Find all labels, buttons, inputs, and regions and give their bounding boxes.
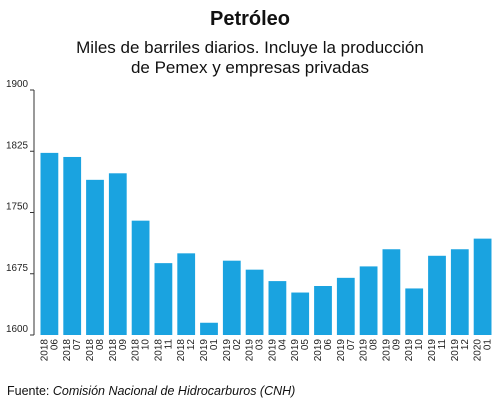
x-tick-label: 2019 11 bbox=[427, 339, 448, 362]
x-tick-year: 2019 bbox=[450, 339, 461, 362]
x-tick-year: 2019 bbox=[222, 339, 233, 362]
x-tick-label: 2018 08 bbox=[85, 339, 106, 362]
subtitle-line-2: de Pemex y empresas privadas bbox=[130, 58, 370, 77]
x-tick-label: 2019 07 bbox=[336, 339, 357, 362]
x-tick-year: 2019 bbox=[359, 339, 370, 362]
x-tick-month: 11 bbox=[163, 339, 174, 350]
x-tick-month: 09 bbox=[391, 339, 402, 351]
x-tick-label: 2018 06 bbox=[39, 339, 60, 362]
x-tick-month: 09 bbox=[118, 339, 129, 351]
x-tick-label: 2019 04 bbox=[267, 339, 288, 362]
x-tick-month: 11 bbox=[437, 339, 448, 350]
source-text: Comisión Nacional de Hidrocarburos (CNH) bbox=[52, 384, 296, 398]
y-tick-label: 1900 bbox=[6, 80, 28, 90]
bar bbox=[473, 238, 492, 335]
bar bbox=[382, 249, 401, 335]
x-tick-month: 04 bbox=[277, 339, 288, 351]
bar bbox=[428, 255, 446, 335]
x-tick-label: 2018 09 bbox=[108, 339, 129, 362]
x-tick-year: 2019 bbox=[199, 339, 210, 362]
x-tick-year: 2018 bbox=[153, 339, 164, 362]
bar bbox=[222, 260, 241, 335]
bar bbox=[450, 249, 469, 335]
bar bbox=[245, 269, 264, 335]
x-tick-label: 2019 09 bbox=[381, 339, 402, 362]
bar bbox=[131, 220, 150, 335]
chart-subtitle: Miles de barriles diarios. Incluye la pr… bbox=[0, 38, 500, 78]
x-tick-month: 07 bbox=[346, 339, 357, 351]
x-tick-month: 01 bbox=[209, 339, 220, 351]
x-tick-year: 2018 bbox=[39, 339, 50, 362]
source-note: Fuente: Comisión Nacional de Hidrocarbur… bbox=[7, 384, 295, 398]
bar bbox=[336, 277, 355, 335]
x-tick-label: 2018 12 bbox=[176, 339, 197, 362]
x-tick-label: 2018 07 bbox=[62, 339, 83, 362]
x-tick-label: 2020 01 bbox=[473, 339, 494, 362]
x-tick-label: 2019 05 bbox=[290, 339, 311, 362]
x-tick-month: 02 bbox=[232, 339, 243, 351]
chart-title: Petróleo bbox=[209, 8, 291, 30]
subtitle-line-1: Miles de barriles diarios. Incluye la pr… bbox=[76, 38, 424, 57]
x-tick-label: 2019 06 bbox=[313, 339, 334, 362]
x-tick-year: 2018 bbox=[108, 339, 119, 362]
x-tick-month: 08 bbox=[369, 339, 380, 351]
bar bbox=[405, 288, 424, 335]
bar bbox=[177, 253, 196, 335]
bar bbox=[314, 286, 332, 335]
bar bbox=[40, 152, 59, 335]
bar bbox=[200, 322, 218, 335]
x-tick-year: 2019 bbox=[336, 339, 347, 362]
x-tick-label: 2019 03 bbox=[245, 339, 266, 362]
y-tick-label: 1750 bbox=[6, 202, 28, 213]
x-tick-year: 2018 bbox=[62, 339, 73, 362]
x-tick-year: 2020 bbox=[473, 339, 484, 362]
y-tick-label: 1825 bbox=[6, 140, 28, 151]
x-tick-year: 2018 bbox=[131, 339, 142, 362]
x-tick-year: 2019 bbox=[290, 339, 301, 362]
x-tick-month: 12 bbox=[460, 339, 471, 351]
bar bbox=[86, 179, 104, 335]
x-tick-month: 05 bbox=[300, 339, 311, 351]
bar bbox=[268, 281, 287, 335]
x-tick-year: 2019 bbox=[245, 339, 256, 362]
x-tick-month: 01 bbox=[483, 339, 494, 351]
x-tick-month: 06 bbox=[323, 339, 334, 351]
x-tick-month: 08 bbox=[95, 339, 106, 351]
x-tick-year: 2019 bbox=[267, 339, 278, 362]
x-tick-month: 06 bbox=[49, 339, 60, 351]
x-tick-year: 2019 bbox=[404, 339, 415, 362]
y-tick-label: 1675 bbox=[6, 263, 28, 274]
x-tick-month: 10 bbox=[141, 339, 152, 351]
x-tick-label: 2019 12 bbox=[450, 339, 471, 362]
x-tick-year: 2019 bbox=[313, 339, 324, 362]
x-tick-label: 2019 02 bbox=[222, 339, 243, 362]
x-tick-month: 12 bbox=[186, 339, 197, 351]
x-tick-label: 2019 10 bbox=[404, 339, 425, 362]
bar bbox=[291, 292, 310, 335]
bar bbox=[108, 173, 127, 335]
x-tick-label: 2019 01 bbox=[199, 339, 220, 362]
x-tick-month: 07 bbox=[72, 339, 83, 351]
bar bbox=[154, 263, 173, 335]
x-tick-year: 2018 bbox=[85, 339, 96, 362]
source-label: Fuente: bbox=[7, 384, 50, 398]
x-tick-label: 2018 10 bbox=[131, 339, 152, 362]
x-tick-month: 03 bbox=[255, 339, 266, 351]
y-tick-label: 1600 bbox=[6, 324, 28, 335]
bar bbox=[63, 156, 82, 335]
x-tick-year: 2019 bbox=[381, 339, 392, 362]
x-tick-label: 2018 11 bbox=[153, 339, 174, 362]
x-tick-month: 10 bbox=[414, 339, 425, 351]
x-tick-label: 2019 08 bbox=[359, 339, 380, 362]
bar bbox=[359, 266, 378, 335]
x-tick-year: 2018 bbox=[176, 339, 187, 362]
x-tick-year: 2019 bbox=[427, 339, 438, 362]
